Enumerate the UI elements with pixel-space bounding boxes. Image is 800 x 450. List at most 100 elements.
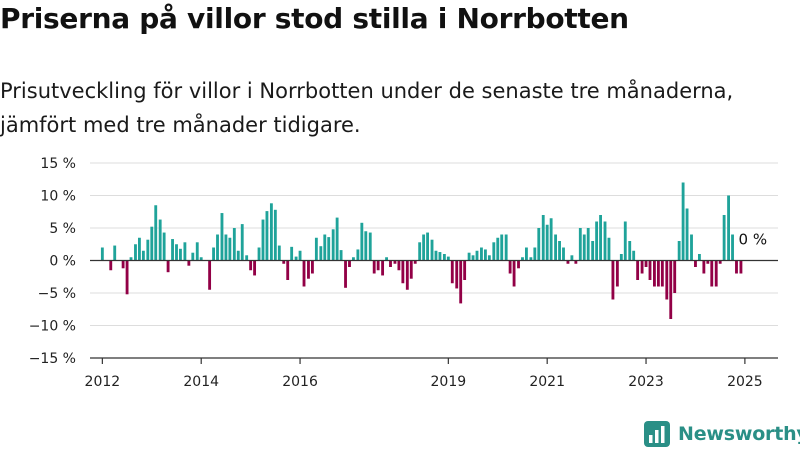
bar	[578, 228, 582, 261]
y-tick-label: 5 %	[49, 221, 76, 237]
bar	[257, 247, 261, 261]
bar	[405, 260, 409, 290]
bar	[570, 255, 574, 261]
bar	[467, 252, 471, 261]
bar	[702, 260, 706, 274]
bar	[294, 256, 298, 261]
bar	[216, 234, 219, 261]
bar	[426, 232, 429, 261]
bar	[413, 260, 417, 264]
last-value-label: 0 %	[739, 231, 768, 249]
chart-title: Priserna på villor stod stilla i Norrbot…	[0, 2, 629, 35]
bar	[591, 241, 595, 261]
bar	[327, 237, 331, 261]
bar	[265, 211, 269, 261]
y-tick-label: 15 %	[40, 156, 76, 172]
bar	[640, 260, 644, 274]
bar	[653, 260, 656, 287]
bar	[141, 250, 145, 261]
bar	[685, 208, 689, 261]
bar	[273, 209, 277, 261]
bar	[228, 237, 232, 261]
bar	[224, 234, 228, 261]
bar	[673, 260, 677, 293]
bar	[710, 260, 714, 287]
bar	[455, 260, 459, 289]
bar	[314, 237, 318, 261]
bar	[195, 242, 199, 261]
y-tick-label: 10 %	[40, 189, 76, 205]
chart-subtitle: Prisutveckling för villor i Norrbotten u…	[0, 79, 734, 137]
bar	[298, 250, 302, 261]
bar	[739, 260, 743, 274]
bar	[562, 247, 565, 261]
bar	[644, 260, 648, 267]
newsworthy-logo[interactable]: Newsworthy	[644, 420, 800, 448]
bar	[706, 260, 710, 264]
bar	[480, 247, 483, 261]
bar	[566, 260, 570, 264]
bar	[261, 219, 265, 261]
bar	[731, 234, 734, 261]
bar	[277, 245, 281, 261]
bar	[422, 234, 426, 261]
bar	[331, 229, 335, 261]
bar	[138, 237, 141, 261]
bar	[389, 260, 392, 267]
bar	[648, 260, 652, 280]
bar	[191, 252, 195, 261]
y-tick-label: −15 %	[29, 351, 76, 367]
bar	[714, 260, 718, 287]
bar	[397, 260, 401, 271]
x-tick-label: 2012	[85, 374, 121, 390]
bar	[401, 260, 405, 284]
bar	[134, 244, 137, 261]
bar	[166, 260, 170, 273]
bar	[286, 260, 290, 280]
bar	[269, 203, 273, 261]
bar	[660, 260, 664, 287]
bar	[656, 260, 660, 287]
bar	[245, 255, 249, 261]
bar	[438, 252, 442, 261]
bar	[586, 228, 590, 261]
bar	[582, 234, 586, 261]
bar	[319, 246, 323, 261]
bar	[677, 241, 681, 261]
bar	[500, 234, 504, 261]
bar	[100, 247, 104, 261]
bar	[430, 239, 434, 261]
bar	[352, 257, 355, 261]
x-tick-label: 2014	[183, 374, 219, 390]
bar	[310, 260, 314, 274]
bar	[508, 260, 512, 274]
bar	[690, 234, 693, 261]
bar	[697, 254, 701, 261]
bar	[393, 260, 397, 264]
x-axis-tick-labels: 2012 2014 2016 2019 2021 2023 2025	[85, 358, 763, 390]
bar	[249, 260, 253, 271]
bar	[504, 234, 508, 261]
bar	[615, 260, 619, 287]
bar	[372, 260, 376, 274]
bar	[171, 239, 174, 261]
bar	[335, 217, 339, 261]
bar	[669, 260, 673, 319]
bar	[735, 260, 738, 274]
bar	[348, 260, 351, 267]
bar	[125, 260, 129, 295]
bar	[307, 260, 310, 279]
bar	[483, 249, 487, 261]
y-axis-tick-labels: −15 % −10 % −5 % 0 % 5 % 10 % 15 %	[29, 156, 76, 367]
bar	[727, 195, 730, 261]
bar	[376, 260, 380, 271]
bar	[574, 260, 578, 264]
bar	[150, 226, 154, 261]
bar	[665, 260, 669, 300]
bar	[154, 205, 158, 261]
bar	[632, 250, 636, 261]
bar	[158, 219, 162, 261]
brand-name: Newsworthy	[678, 423, 800, 445]
bar	[175, 244, 178, 261]
bar	[232, 228, 236, 261]
